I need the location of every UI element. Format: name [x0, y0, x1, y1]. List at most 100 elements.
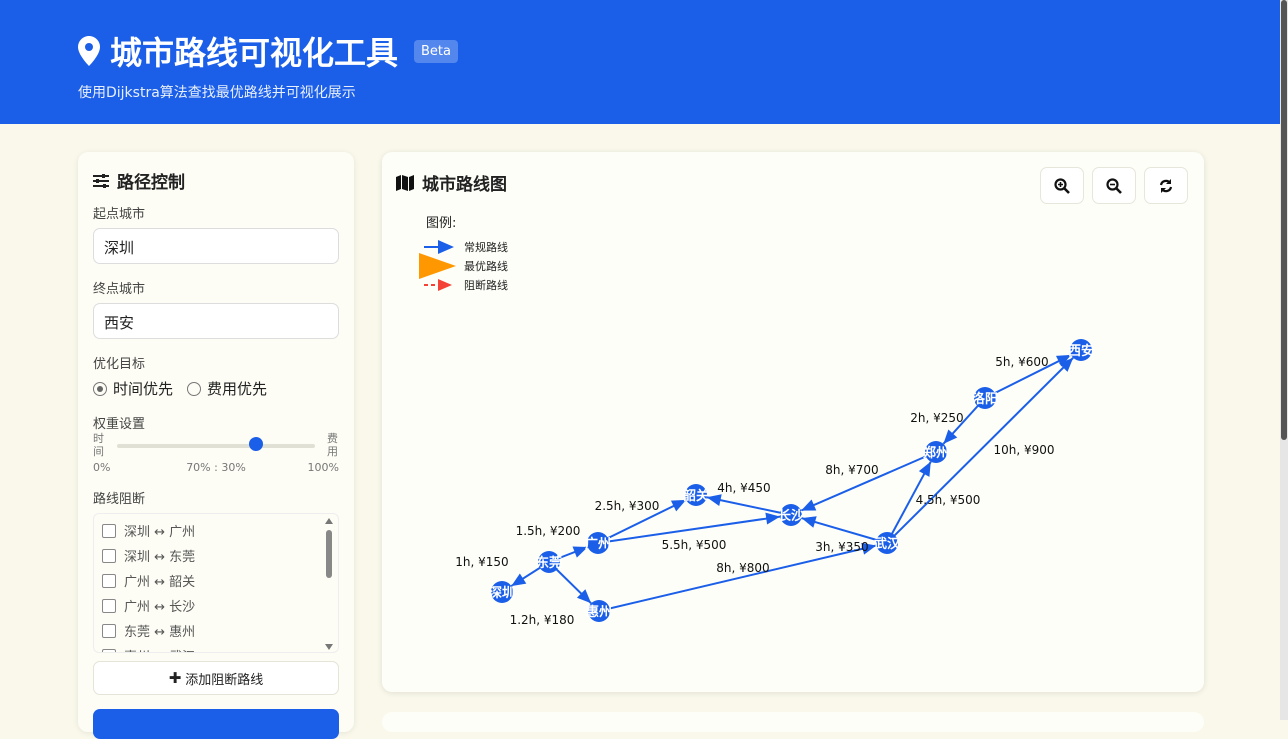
- edge-arrow: [1059, 357, 1074, 372]
- sliders-icon: [93, 173, 109, 188]
- block-item[interactable]: 广州 ↔ 长沙: [102, 593, 338, 618]
- add-block-button[interactable]: ✚ 添加阻断路线: [93, 661, 339, 695]
- city-node[interactable]: [974, 387, 996, 409]
- radio-circle[interactable]: [187, 381, 202, 396]
- app-title: 城市路线可视化工具 Beta: [78, 28, 458, 74]
- city-node[interactable]: [588, 600, 610, 622]
- weight-right-label: 费用: [327, 432, 338, 458]
- list-scrollbar[interactable]: [325, 518, 333, 650]
- city-node[interactable]: [780, 504, 802, 526]
- weight-label: 权重设置: [93, 417, 146, 432]
- city-node[interactable]: [491, 581, 513, 603]
- find-route-button[interactable]: [93, 709, 339, 739]
- block-item-label: 惠州 ↔ 武汉: [124, 646, 195, 652]
- edge-line: [597, 498, 687, 544]
- plus-icon: ✚: [168, 669, 182, 687]
- start-city-input[interactable]: 深圳: [93, 228, 339, 264]
- zoom-in-button[interactable]: [1040, 167, 1084, 204]
- legend-regular: 常规路线: [418, 237, 508, 256]
- panel-title: 路径控制: [93, 168, 339, 193]
- legend-optimal: 最优路线: [418, 252, 508, 279]
- city-node[interactable]: [685, 484, 707, 506]
- end-city-input[interactable]: 西安: [93, 303, 339, 339]
- edge-arrow: [670, 499, 687, 512]
- title-text: 城市路线可视化工具: [110, 34, 399, 72]
- map-panel: 城市路线图 图例: 常规路线 最优路线 阻断路线 深圳 东莞 广州 惠州 韶关 长沙 武汉 郑…: [382, 152, 1204, 692]
- beta-badge: Beta: [414, 39, 458, 63]
- city-label: 东莞: [536, 555, 562, 571]
- block-checkbox[interactable]: [102, 623, 116, 638]
- header: 城市路线可视化工具 Beta 使用Dijkstra算法查找最优路线并可视化展示: [0, 0, 1288, 124]
- edge-label: 5h, ¥600: [995, 355, 1048, 369]
- radio-circle[interactable]: [93, 381, 107, 396]
- edge-line: [706, 496, 792, 516]
- weight-ratio: 70% : 30%: [186, 461, 246, 474]
- city-node[interactable]: [925, 441, 947, 463]
- block-checkbox[interactable]: [102, 523, 116, 538]
- edge-arrow: [801, 499, 817, 511]
- slider-track[interactable]: [117, 444, 315, 448]
- end-city-label: 终点城市: [93, 282, 146, 297]
- block-checkbox[interactable]: [102, 573, 116, 588]
- weight-slider[interactable]: 时间 费用 0% 70% : 30% 100%: [93, 432, 339, 476]
- radio-cost-priority[interactable]: 费用优先: [187, 378, 267, 399]
- subtitle: 使用Dijkstra算法查找最优路线并可视化展示: [78, 85, 356, 101]
- block-item[interactable]: 广州 ↔ 韶关: [102, 568, 338, 593]
- edge-label: 8h, ¥700: [825, 463, 878, 477]
- map-title: 城市路线图: [396, 170, 507, 195]
- bottom-card: [382, 712, 1204, 732]
- reset-button[interactable]: [1144, 167, 1188, 204]
- edge-line: [801, 517, 888, 544]
- city-label: 长沙: [778, 508, 804, 524]
- route-control-panel: 路径控制 起点城市 深圳 终点城市 西安 优化目标 时间优先 费用优先 权重设置…: [78, 152, 354, 739]
- zoom-out-icon: [1106, 177, 1122, 194]
- legend-label: 常规路线: [464, 240, 508, 254]
- block-item-label: 广州 ↔ 韶关: [124, 575, 196, 590]
- edge-label: 1.2h, ¥180: [510, 613, 575, 627]
- city-node[interactable]: [587, 532, 609, 554]
- city-label: 惠州: [586, 604, 612, 620]
- block-checkbox[interactable]: [102, 548, 116, 563]
- radio-label: 时间优先: [113, 380, 174, 398]
- city-label: 西安: [1068, 343, 1094, 359]
- edge-arrow: [511, 573, 527, 587]
- refresh-icon: [1159, 178, 1173, 193]
- edge-arrow: [801, 516, 817, 528]
- scrollbar-thumb[interactable]: [1281, 0, 1287, 440]
- edge-arrow: [576, 589, 592, 604]
- block-item[interactable]: 深圳 ↔ 东莞: [102, 543, 338, 568]
- edge-label: 1.5h, ¥200: [516, 524, 581, 538]
- block-item-label: 广州 ↔ 长沙: [124, 600, 196, 615]
- edge-label: 2.5h, ¥300: [595, 499, 660, 513]
- block-item[interactable]: 惠州 ↔ 武汉: [102, 643, 338, 652]
- legend-label: 阻断路线: [464, 278, 508, 292]
- radio-time-priority[interactable]: 时间优先: [93, 378, 173, 399]
- edge-line: [597, 515, 781, 544]
- weight-max: 100%: [307, 461, 339, 474]
- block-checkbox[interactable]: [102, 598, 116, 613]
- edge-line: [886, 357, 1074, 544]
- slider-thumb[interactable]: [248, 437, 263, 451]
- legend: 图例: 常规路线 最优路线 阻断路线: [418, 212, 508, 294]
- page-scrollbar[interactable]: [1280, 0, 1288, 720]
- blocked-route-swatch: [424, 278, 452, 291]
- edge-label: 1h, ¥150: [455, 555, 508, 569]
- city-label: 深圳: [489, 585, 515, 601]
- legend-title: 图例:: [426, 216, 457, 231]
- start-city-label: 起点城市: [93, 207, 146, 222]
- city-label: 韶关: [683, 488, 709, 504]
- zoom-out-button[interactable]: [1092, 167, 1136, 204]
- edge-label: 4h, ¥450: [717, 481, 770, 495]
- city-node[interactable]: [538, 551, 560, 573]
- block-item[interactable]: 深圳 ↔ 广州: [102, 518, 338, 543]
- city-node[interactable]: [876, 532, 898, 554]
- add-block-label: 添加阻断路线: [185, 672, 264, 688]
- city-node[interactable]: [1070, 339, 1092, 361]
- block-item[interactable]: 东莞 ↔ 惠州: [102, 618, 338, 643]
- legend-label: 最优路线: [464, 259, 508, 273]
- edge-label: 3h, ¥350: [815, 540, 868, 554]
- edge-label: 5.5h, ¥500: [662, 538, 727, 552]
- block-checkbox[interactable]: [102, 648, 116, 652]
